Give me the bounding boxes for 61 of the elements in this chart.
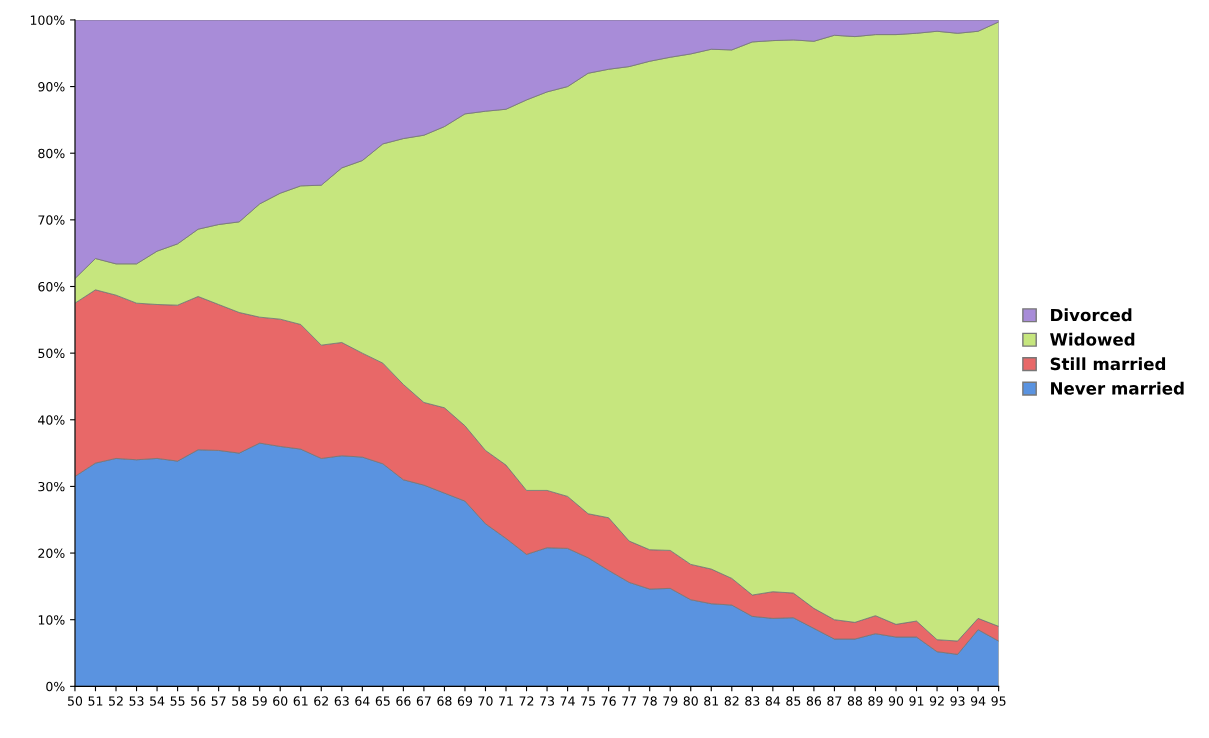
x-tick-label: 77 bbox=[622, 696, 637, 706]
legend-label: Never married bbox=[1051, 381, 1184, 395]
x-tick-label: 94 bbox=[970, 696, 986, 706]
y-tick-label: 100% bbox=[30, 15, 65, 25]
x-tick-label: 64 bbox=[355, 696, 370, 706]
x-tick-label: 58 bbox=[232, 696, 247, 706]
x-tick-label: 75 bbox=[581, 696, 595, 706]
x-tick-label: 90 bbox=[888, 696, 904, 706]
x-tick-label: 60 bbox=[273, 696, 288, 706]
x-tick-label: 71 bbox=[499, 696, 513, 706]
y-tick-label: 0% bbox=[46, 681, 65, 692]
x-tick-label: 53 bbox=[129, 696, 144, 706]
x-tick-label: 93 bbox=[950, 696, 965, 706]
x-tick-label: 70 bbox=[478, 696, 493, 706]
x-tick-label: 85 bbox=[786, 696, 801, 706]
x-tick-label: 57 bbox=[211, 696, 226, 706]
x-tick-label: 69 bbox=[457, 696, 473, 706]
legend-label: Widowed bbox=[1050, 332, 1135, 346]
x-tick-label: 54 bbox=[150, 696, 165, 706]
x-tick-label: 79 bbox=[663, 696, 678, 706]
x-tick-label: 83 bbox=[745, 696, 760, 706]
x-tick-label: 51 bbox=[88, 696, 103, 706]
x-tick-label: 92 bbox=[929, 696, 944, 706]
x-tick-label: 89 bbox=[868, 696, 883, 706]
x-tick-label: 66 bbox=[396, 696, 411, 706]
x-tick-label: 50 bbox=[67, 696, 83, 706]
x-tick-label: 84 bbox=[765, 696, 781, 706]
x-tick-label: 88 bbox=[847, 696, 863, 706]
x-tick-label: 65 bbox=[375, 696, 390, 706]
x-tick-label: 86 bbox=[806, 696, 822, 706]
x-tick-label: 87 bbox=[827, 696, 842, 706]
x-tick-label: 68 bbox=[437, 696, 452, 706]
y-tick-label: 20% bbox=[38, 548, 65, 558]
x-tick-label: 72 bbox=[519, 696, 534, 706]
x-tick-label: 76 bbox=[601, 696, 616, 706]
y-tick-label: 70% bbox=[38, 215, 65, 225]
x-tick-label: 55 bbox=[170, 696, 185, 706]
x-tick-label: 73 bbox=[540, 696, 555, 706]
x-tick-label: 74 bbox=[560, 696, 575, 706]
legend-label: Still married bbox=[1050, 357, 1166, 371]
x-tick-label: 78 bbox=[642, 696, 657, 706]
y-tick-label: 30% bbox=[38, 481, 65, 492]
x-tick-label: 52 bbox=[109, 696, 123, 706]
x-tick-label: 80 bbox=[683, 696, 698, 706]
x-tick-label: 56 bbox=[191, 696, 206, 706]
legend-label: Divorced bbox=[1051, 308, 1132, 322]
x-tick-label: 95 bbox=[991, 696, 1006, 706]
x-tick-label: 63 bbox=[334, 696, 349, 706]
x-tick-label: 81 bbox=[704, 696, 719, 706]
y-tick-label: 90% bbox=[38, 82, 65, 92]
x-tick-label: 91 bbox=[909, 696, 924, 706]
x-tick-label: 59 bbox=[252, 696, 267, 706]
x-tick-label: 82 bbox=[724, 696, 739, 706]
x-tick-label: 62 bbox=[314, 696, 328, 706]
y-tick-label: 10% bbox=[38, 615, 65, 625]
x-tick-label: 67 bbox=[416, 696, 431, 706]
x-tick-label: 61 bbox=[293, 696, 308, 706]
y-tick-label: 80% bbox=[38, 148, 65, 159]
y-tick-label: 60% bbox=[38, 281, 65, 292]
y-tick-label: 40% bbox=[38, 415, 65, 425]
y-tick-label: 50% bbox=[38, 348, 65, 359]
